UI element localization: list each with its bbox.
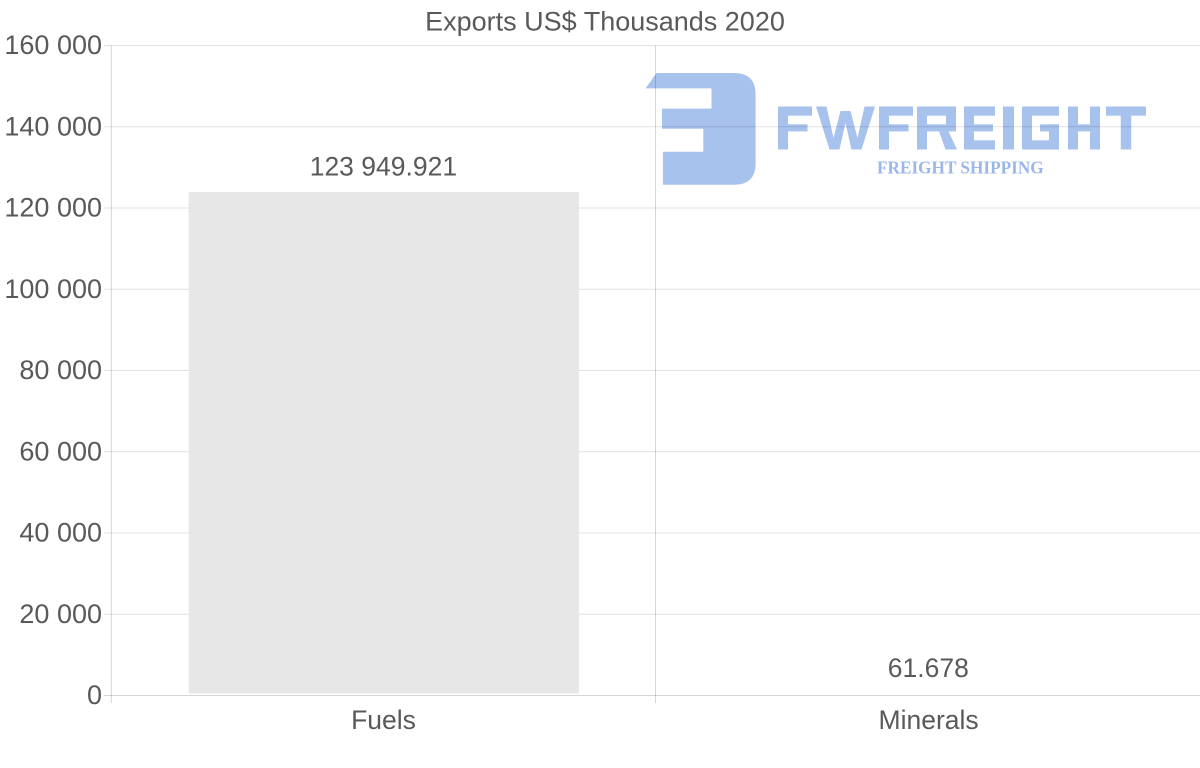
svg-text:160 000: 160 000 — [4, 30, 102, 60]
svg-text:100 000: 100 000 — [4, 274, 102, 304]
svg-text:123 949.921: 123 949.921 — [310, 151, 457, 181]
svg-text:61.678: 61.678 — [888, 653, 969, 683]
svg-text:120 000: 120 000 — [4, 193, 102, 223]
svg-text:140 000: 140 000 — [4, 112, 102, 142]
svg-text:60 000: 60 000 — [19, 437, 102, 467]
svg-text:FREIGHT SHIPPING: FREIGHT SHIPPING — [877, 157, 1044, 177]
svg-text:20 000: 20 000 — [19, 599, 102, 629]
svg-text:Minerals: Minerals — [879, 705, 979, 735]
svg-text:0: 0 — [87, 680, 102, 710]
svg-text:80 000: 80 000 — [19, 355, 102, 385]
svg-text:Exports US$ Thousands 2020: Exports US$ Thousands 2020 — [425, 7, 785, 37]
svg-text:40 000: 40 000 — [19, 518, 102, 548]
svg-text:Fuels: Fuels — [351, 705, 416, 735]
